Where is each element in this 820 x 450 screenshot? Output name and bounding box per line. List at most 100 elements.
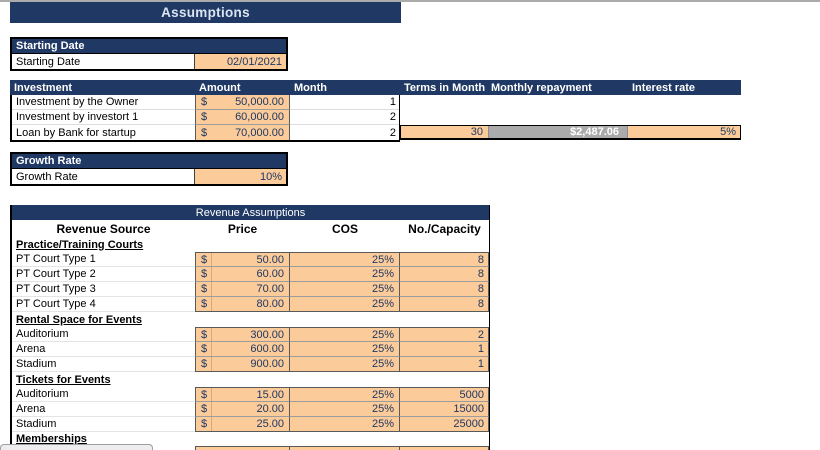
month-cell[interactable]: 2 bbox=[290, 110, 399, 125]
price-value: 15.00 bbox=[256, 388, 284, 401]
table-row: Auditorium $15.00 25% 5000 bbox=[12, 387, 489, 402]
price-cell[interactable]: $25.00 bbox=[195, 417, 290, 432]
price-cell[interactable]: $300.00 bbox=[195, 327, 290, 342]
col-terms-in-month: Terms in Month bbox=[404, 81, 486, 94]
capacity-cell[interactable] bbox=[400, 446, 489, 450]
capacity-cell[interactable]: 15000 bbox=[400, 402, 489, 417]
price-value: 25.00 bbox=[256, 418, 284, 430]
table-row: Loan by Bank for startup $ 70,000.00 2 bbox=[12, 125, 399, 140]
starting-date-label: Starting Date bbox=[12, 54, 194, 69]
price-cell[interactable]: $50.00 bbox=[195, 252, 290, 267]
growth-rate-table: Growth Rate Growth Rate 10% bbox=[10, 152, 288, 186]
col-amount: Amount bbox=[199, 81, 241, 94]
month-cell[interactable]: 1 bbox=[290, 95, 399, 110]
currency-symbol: $ bbox=[201, 388, 213, 401]
table-row: PT Court Type 3 $70.00 25% 8 bbox=[12, 282, 489, 297]
table-row: Arena $600.00 25% 1 bbox=[12, 342, 489, 357]
investment-row-label: Investment by investort 1 bbox=[12, 110, 195, 125]
cos-cell[interactable]: 25% bbox=[290, 282, 400, 297]
amount-cell[interactable]: $ 70,000.00 bbox=[195, 125, 290, 140]
currency-symbol: $ bbox=[201, 342, 213, 356]
growth-rate-label: Growth Rate bbox=[12, 169, 194, 184]
currency-symbol: $ bbox=[201, 357, 213, 371]
price-value: 70.00 bbox=[256, 283, 284, 295]
revenue-item-label: Arena bbox=[12, 402, 195, 417]
price-cell[interactable]: $60.00 bbox=[195, 267, 290, 282]
cos-cell[interactable]: 25% bbox=[290, 327, 400, 342]
price-cell[interactable]: $20.00 bbox=[195, 402, 290, 417]
investment-row-label: Loan by Bank for startup bbox=[16, 126, 136, 139]
loan-detail-cells: 30 $2,487.06 5% bbox=[400, 125, 741, 140]
table-row: PT Court Type 2 $60.00 25% 8 bbox=[12, 267, 489, 282]
page-title: Assumptions bbox=[161, 5, 250, 20]
revenue-item-label: Stadium bbox=[12, 417, 195, 432]
cos-cell[interactable]: 25% bbox=[290, 402, 400, 417]
cos-cell[interactable]: 25% bbox=[290, 297, 400, 312]
capacity-cell[interactable]: 8 bbox=[400, 252, 489, 267]
window-top-edge bbox=[0, 0, 820, 2]
capacity-cell[interactable]: 8 bbox=[400, 267, 489, 282]
cos-cell[interactable] bbox=[290, 446, 400, 450]
price-cell[interactable]: $900.00 bbox=[195, 357, 290, 372]
capacity-cell[interactable]: 8 bbox=[400, 282, 489, 297]
cos-cell[interactable]: 25% bbox=[290, 267, 400, 282]
month-cell[interactable]: 2 bbox=[389, 126, 396, 139]
capacity-cell[interactable]: 1 bbox=[400, 342, 489, 357]
price-cell[interactable]: $80.00 bbox=[195, 297, 290, 312]
currency-symbol: $ bbox=[201, 126, 208, 139]
price-value: 600.00 bbox=[250, 343, 284, 355]
starting-date-value-cell[interactable]: 02/01/2021 bbox=[194, 54, 286, 69]
capacity-cell[interactable]: 2 bbox=[400, 327, 489, 342]
cos-cell[interactable]: 25% bbox=[290, 357, 400, 372]
price-cell[interactable]: $70.00 bbox=[195, 282, 290, 297]
price-value: 20.00 bbox=[256, 403, 284, 415]
revenue-item-label: Arena bbox=[12, 342, 195, 357]
cos-cell[interactable]: 25% bbox=[290, 342, 400, 357]
table-row: PT Court Type 4 $80.00 25% 8 bbox=[12, 297, 489, 312]
section-header: Rental Space for Events bbox=[16, 313, 142, 326]
revenue-item-label: PT Court Type 2 bbox=[12, 267, 195, 282]
amount-cell[interactable]: $ 50,000.00 bbox=[195, 95, 290, 110]
col-month: Month bbox=[294, 81, 327, 94]
table-row: Arena $20.00 25% 15000 bbox=[12, 402, 489, 417]
table-row: Stadium $25.00 25% 25000 bbox=[12, 417, 489, 432]
capacity-cell[interactable]: 5000 bbox=[400, 387, 489, 402]
capacity-cell[interactable]: 1 bbox=[400, 357, 489, 372]
investment-table-body: Investment by the Owner $ 50,000.00 1 In… bbox=[10, 95, 400, 142]
cos-cell[interactable]: 25% bbox=[290, 252, 400, 267]
price-cell[interactable]: $15.00 bbox=[195, 387, 290, 402]
table-row: PT Court Type 1 $50.00 25% 8 bbox=[12, 252, 489, 267]
cos-cell[interactable]: 25% bbox=[290, 387, 400, 402]
price-cell[interactable] bbox=[195, 446, 290, 450]
growth-rate-value-cell[interactable]: 10% bbox=[194, 169, 286, 184]
currency-symbol: $ bbox=[201, 267, 213, 281]
currency-symbol: $ bbox=[201, 297, 213, 311]
currency-symbol: $ bbox=[201, 282, 213, 296]
col-revenue-source: Revenue Source bbox=[56, 221, 151, 236]
page-title-banner: Assumptions bbox=[10, 2, 401, 23]
revenue-column-headers: Revenue Source Price COS No./Capacity bbox=[12, 220, 489, 237]
col-monthly-repayment: Monthly repayment bbox=[491, 81, 592, 94]
revenue-item-label: Stadium bbox=[12, 357, 195, 372]
table-row: Starting Date 02/01/2021 bbox=[12, 54, 286, 69]
monthly-repayment-cell[interactable]: $2,487.06 bbox=[488, 126, 628, 138]
amount-cell[interactable]: $ 60,000.00 bbox=[195, 110, 290, 125]
amount-value: 70,000.00 bbox=[235, 126, 284, 139]
capacity-cell[interactable]: 25000 bbox=[400, 417, 489, 432]
table-row: Investment by the Owner $ 50,000.00 1 bbox=[12, 95, 399, 110]
section-header: Practice/Training Courts bbox=[16, 238, 144, 251]
interest-rate-cell[interactable]: 5% bbox=[628, 126, 740, 138]
amount-value: 50,000.00 bbox=[235, 96, 284, 108]
currency-symbol: $ bbox=[201, 111, 208, 123]
currency-symbol: $ bbox=[201, 417, 213, 431]
revenue-item-label: PT Court Type 4 bbox=[12, 297, 195, 312]
col-price: Price bbox=[227, 221, 258, 236]
revenue-assumptions-table: Revenue Assumptions Revenue Source Price… bbox=[10, 205, 490, 450]
cos-cell[interactable]: 25% bbox=[290, 417, 400, 432]
price-value: 300.00 bbox=[250, 328, 284, 341]
price-cell[interactable]: $600.00 bbox=[195, 342, 290, 357]
terms-in-month-cell[interactable]: 30 bbox=[401, 126, 488, 138]
capacity-cell[interactable]: 8 bbox=[400, 297, 489, 312]
section-header: Tickets for Events bbox=[16, 373, 111, 386]
bottom-edge-tab bbox=[0, 444, 153, 450]
